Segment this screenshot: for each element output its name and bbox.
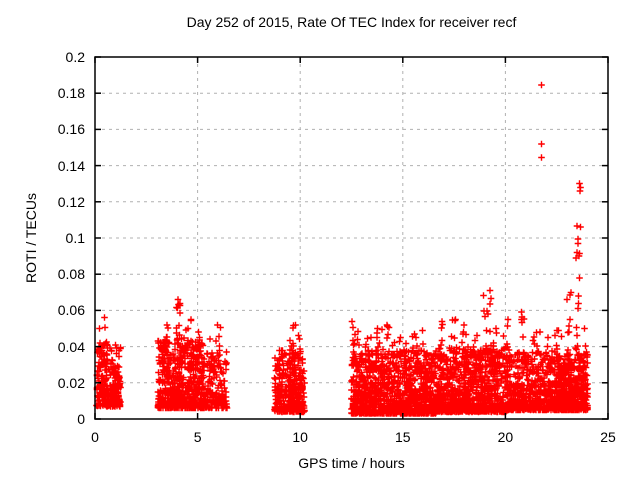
y-tick-label: 0.2	[65, 49, 85, 65]
x-tick-label: 10	[292, 429, 308, 445]
y-tick-label: 0.1	[65, 230, 85, 246]
chart-title: Day 252 of 2015, Rate Of TEC Index for r…	[186, 14, 517, 30]
x-tick-label: 0	[91, 429, 99, 445]
x-tick-label: 15	[395, 429, 411, 445]
x-tick-label: 5	[193, 429, 202, 445]
y-tick-label: 0.02	[57, 374, 85, 391]
y-tick-label: 0.16	[57, 121, 85, 138]
y-tick-label: 0.18	[57, 85, 85, 102]
y-tick-label: 0	[77, 411, 85, 427]
roti-data-points	[93, 81, 591, 417]
x-axis-title: GPS time / hours	[298, 455, 405, 471]
y-tick-label: 0.08	[57, 266, 85, 283]
y-tick-label: 0.14	[57, 157, 85, 174]
x-tick-label: 20	[497, 429, 514, 445]
x-tick-label: 25	[600, 429, 616, 445]
y-tick-label: 0.12	[57, 193, 85, 210]
y-tick-label: 0.04	[57, 338, 85, 355]
y-tick-label: 0.06	[57, 302, 85, 319]
